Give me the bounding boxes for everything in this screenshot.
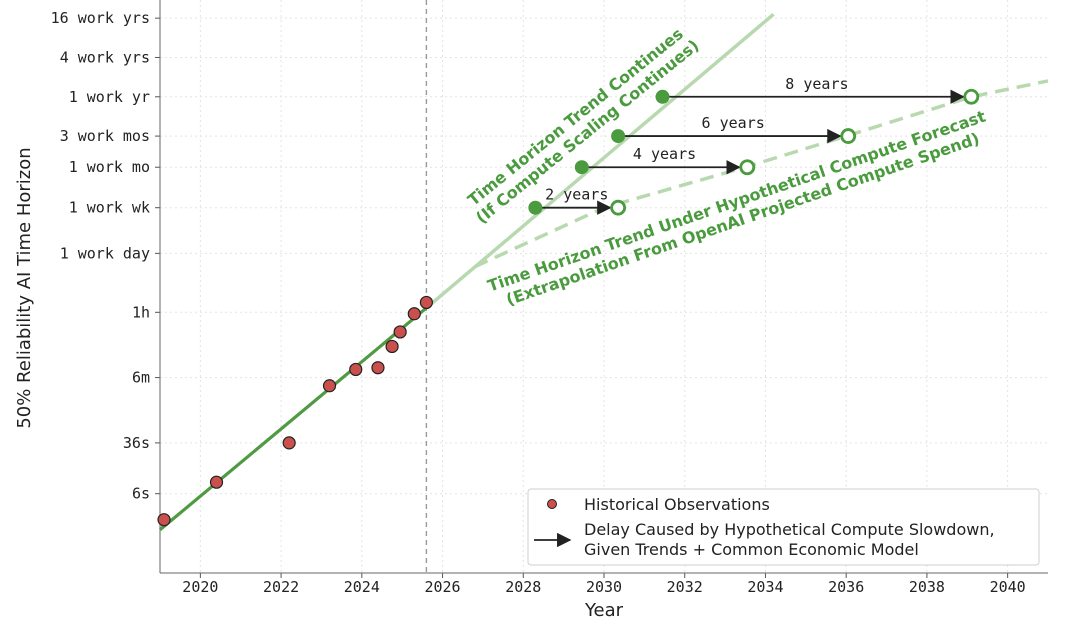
historical-trend-line: [158, 306, 428, 532]
observation-point: [393, 325, 407, 339]
observation-point: [349, 362, 363, 377]
observation-point: [322, 379, 337, 393]
x-tick-label: 2040: [990, 578, 1026, 596]
legend-observations-label: Historical Observations: [584, 495, 770, 514]
y-axis-label: 50% Reliability AI Time Horizon: [14, 147, 35, 428]
y-tick-label: 1 work yr: [69, 88, 150, 106]
observation-point: [282, 436, 296, 450]
delay-label: 6 years: [702, 114, 765, 132]
y-tick-label: 4 work yrs: [60, 48, 150, 66]
x-tick-label: 2030: [586, 578, 622, 596]
x-tick-label: 2024: [344, 578, 380, 596]
delay-arrows: 2 years 4 years 6 years 8 years: [528, 75, 980, 216]
observation-point: [407, 307, 421, 321]
y-tick-label: 1 work wk: [69, 199, 150, 217]
x-tick-label: 2032: [667, 578, 703, 596]
slowdown-trend-line: [474, 79, 1049, 269]
x-axis-label: Year: [584, 600, 624, 621]
observation-point: [419, 295, 433, 310]
y-tick-labels: 16 work yrs 4 work yrs 1 work yr 3 work mos…: [51, 9, 150, 503]
delay-end-point: [739, 159, 756, 176]
y-tick-label: 16 work yrs: [51, 9, 150, 27]
delay-end-point: [963, 88, 980, 105]
continued-trend-line: [425, 12, 775, 310]
y-tick-label: 36s: [123, 434, 150, 452]
observation-point: [385, 339, 399, 354]
x-tick-label: 2038: [909, 578, 945, 596]
y-tick-label: 1h: [132, 303, 150, 321]
y-tick-label: 6m: [132, 369, 150, 387]
delay-start-point: [611, 129, 626, 144]
legend-delay-label-line1: Delay Caused by Hypothetical Compute Slo…: [584, 520, 995, 539]
x-tick-label: 2034: [747, 578, 783, 596]
y-tick-label: 1 work day: [60, 244, 150, 262]
observation-point: [371, 361, 385, 375]
axes: [155, 0, 1048, 578]
legend-delay-label-line2: Given Trends + Common Economic Model: [584, 540, 919, 559]
delay-end-point: [610, 199, 627, 216]
x-tick-label: 2026: [424, 578, 460, 596]
x-tick-labels: 2020 2022 2024 2026 2028 2030 2032 2034 2036 2038…: [182, 578, 1025, 596]
x-tick-label: 2036: [828, 578, 864, 596]
historical-observations: [157, 295, 433, 527]
observation-point: [157, 513, 171, 527]
delay-label: 4 years: [633, 145, 696, 163]
delay-start-point: [528, 200, 543, 215]
delay-start-point: [574, 160, 589, 175]
delay-label: 2 years: [545, 186, 608, 204]
y-tick-label: 6s: [132, 485, 150, 503]
legend-dot-marker: [547, 499, 557, 509]
x-tick-label: 2028: [505, 578, 541, 596]
legend-box: [527, 488, 1040, 566]
delay-label: 8 years: [785, 75, 848, 93]
delay-end-point: [840, 128, 857, 144]
observation-point: [209, 475, 224, 489]
x-tick-label: 2022: [263, 578, 299, 596]
y-tick-label: 1 work mo: [69, 158, 150, 176]
x-tick-label: 2020: [182, 578, 218, 596]
legend: Historical Observations Delay Caused by …: [527, 488, 1040, 566]
y-tick-label: 3 work mos: [60, 127, 150, 145]
delay-start-point: [655, 89, 670, 104]
trend-lines: [158, 0, 1049, 573]
